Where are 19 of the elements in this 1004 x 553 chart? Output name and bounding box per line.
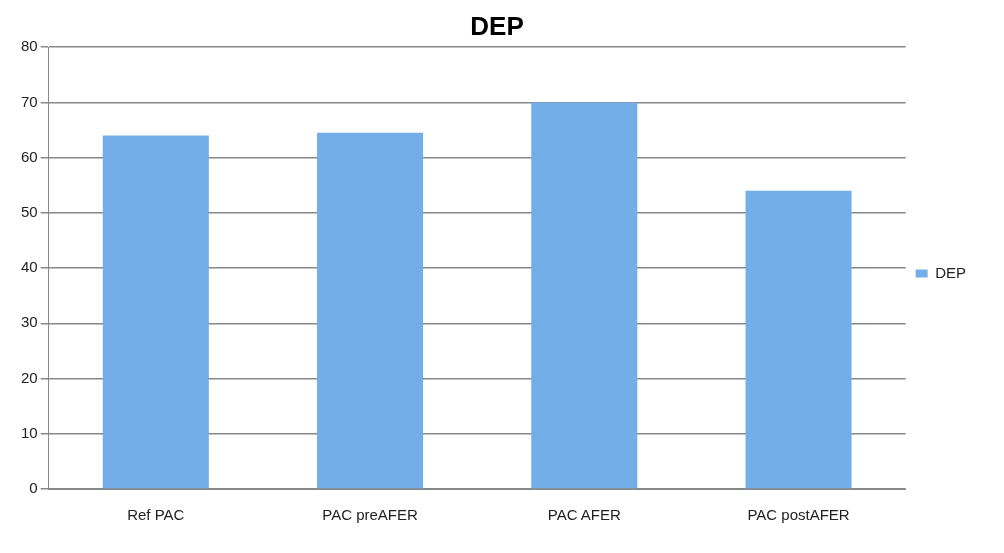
y-tick-label: 60 — [21, 147, 38, 165]
chart-title: DEP — [470, 10, 524, 41]
x-tick-label: PAC preAFER — [322, 506, 418, 524]
y-tick-label: 50 — [21, 203, 38, 221]
x-tick-label: PAC postAFER — [747, 506, 850, 524]
y-tick-label: 10 — [21, 423, 38, 441]
y-tick-label: 40 — [21, 258, 38, 276]
bar — [531, 102, 638, 489]
y-tick-label: 80 — [21, 37, 38, 55]
y-tick-label: 20 — [21, 368, 38, 386]
bar — [102, 135, 209, 489]
x-tick-label: Ref PAC — [127, 506, 185, 524]
bar — [317, 132, 424, 489]
y-tick-label: 0 — [29, 479, 38, 497]
bar — [745, 190, 852, 489]
y-tick-label: 70 — [21, 92, 38, 110]
legend-label: DEP — [935, 263, 966, 281]
x-tick-label: PAC AFER — [547, 506, 621, 524]
y-tick-label: 30 — [21, 313, 38, 331]
